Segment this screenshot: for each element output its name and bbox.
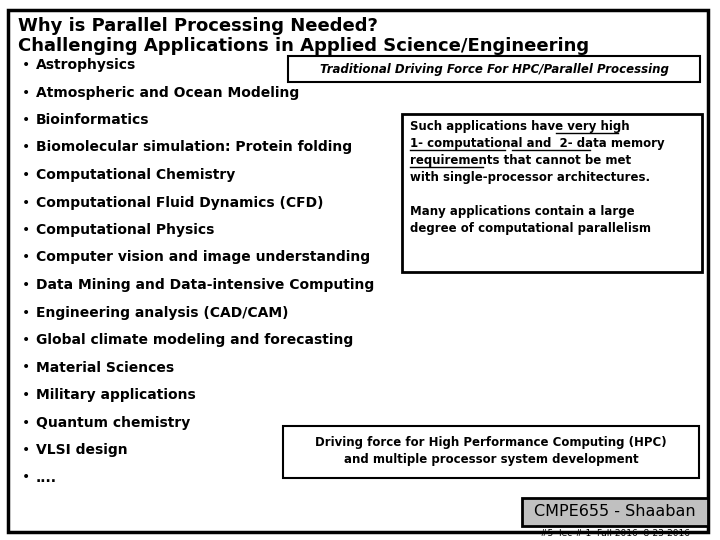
Text: Atmospheric and Ocean Modeling: Atmospheric and Ocean Modeling bbox=[36, 85, 300, 99]
Text: •: • bbox=[22, 470, 30, 484]
Text: CMPE655 - Shaaban: CMPE655 - Shaaban bbox=[534, 504, 696, 519]
Text: •: • bbox=[22, 251, 30, 265]
Text: Computational Physics: Computational Physics bbox=[36, 223, 215, 237]
Text: •: • bbox=[22, 113, 30, 127]
Text: Material Sciences: Material Sciences bbox=[36, 361, 174, 375]
Text: ....: .... bbox=[36, 470, 57, 484]
Text: Computational Fluid Dynamics (CFD): Computational Fluid Dynamics (CFD) bbox=[36, 195, 323, 210]
Text: Astrophysics: Astrophysics bbox=[36, 58, 136, 72]
Text: with single-processor architectures.: with single-processor architectures. bbox=[410, 171, 650, 184]
Text: Driving force for High Performance Computing (HPC): Driving force for High Performance Compu… bbox=[315, 436, 667, 449]
Text: Such applications have very high: Such applications have very high bbox=[410, 120, 629, 133]
Text: •: • bbox=[22, 415, 30, 429]
Text: •: • bbox=[22, 361, 30, 375]
Text: •: • bbox=[22, 388, 30, 402]
Text: Computational Chemistry: Computational Chemistry bbox=[36, 168, 235, 182]
Text: •: • bbox=[22, 333, 30, 347]
Text: degree of computational parallelism: degree of computational parallelism bbox=[410, 222, 651, 235]
Text: •: • bbox=[22, 195, 30, 210]
Bar bbox=[522, 498, 708, 526]
Text: Biomolecular simulation: Protein folding: Biomolecular simulation: Protein folding bbox=[36, 140, 352, 154]
Text: 1- computational and  2- data memory: 1- computational and 2- data memory bbox=[410, 137, 665, 150]
Text: VLSI design: VLSI design bbox=[36, 443, 127, 457]
Text: Engineering analysis (CAD/CAM): Engineering analysis (CAD/CAM) bbox=[36, 306, 289, 320]
Text: •: • bbox=[22, 443, 30, 457]
Text: •: • bbox=[22, 278, 30, 292]
Text: Data Mining and Data-intensive Computing: Data Mining and Data-intensive Computing bbox=[36, 278, 374, 292]
Text: •: • bbox=[22, 140, 30, 154]
Text: Bioinformatics: Bioinformatics bbox=[36, 113, 150, 127]
Text: Quantum chemistry: Quantum chemistry bbox=[36, 415, 190, 429]
Text: and multiple processor system development: and multiple processor system developmen… bbox=[343, 453, 639, 466]
Text: requirements that cannot be met: requirements that cannot be met bbox=[410, 154, 631, 167]
Text: Many applications contain a large: Many applications contain a large bbox=[410, 205, 634, 218]
Text: Why is Parallel Processing Needed?: Why is Parallel Processing Needed? bbox=[18, 17, 378, 35]
Text: •: • bbox=[22, 58, 30, 72]
Text: Challenging Applications in Applied Science/Engineering: Challenging Applications in Applied Scie… bbox=[18, 37, 589, 55]
Text: Global climate modeling and forecasting: Global climate modeling and forecasting bbox=[36, 333, 354, 347]
Text: Military applications: Military applications bbox=[36, 388, 196, 402]
Text: •: • bbox=[22, 168, 30, 182]
Text: #5  lec # 1  Fall 2016  8-23-2016: #5 lec # 1 Fall 2016 8-23-2016 bbox=[540, 529, 690, 538]
Bar bbox=[402, 114, 702, 272]
Text: Traditional Driving Force For HPC/Parallel Processing: Traditional Driving Force For HPC/Parall… bbox=[320, 63, 668, 76]
Text: •: • bbox=[22, 223, 30, 237]
Text: Computer vision and image understanding: Computer vision and image understanding bbox=[36, 251, 370, 265]
Bar bbox=[288, 56, 700, 82]
Bar bbox=[283, 426, 699, 478]
Text: •: • bbox=[22, 306, 30, 320]
Text: •: • bbox=[22, 85, 30, 99]
